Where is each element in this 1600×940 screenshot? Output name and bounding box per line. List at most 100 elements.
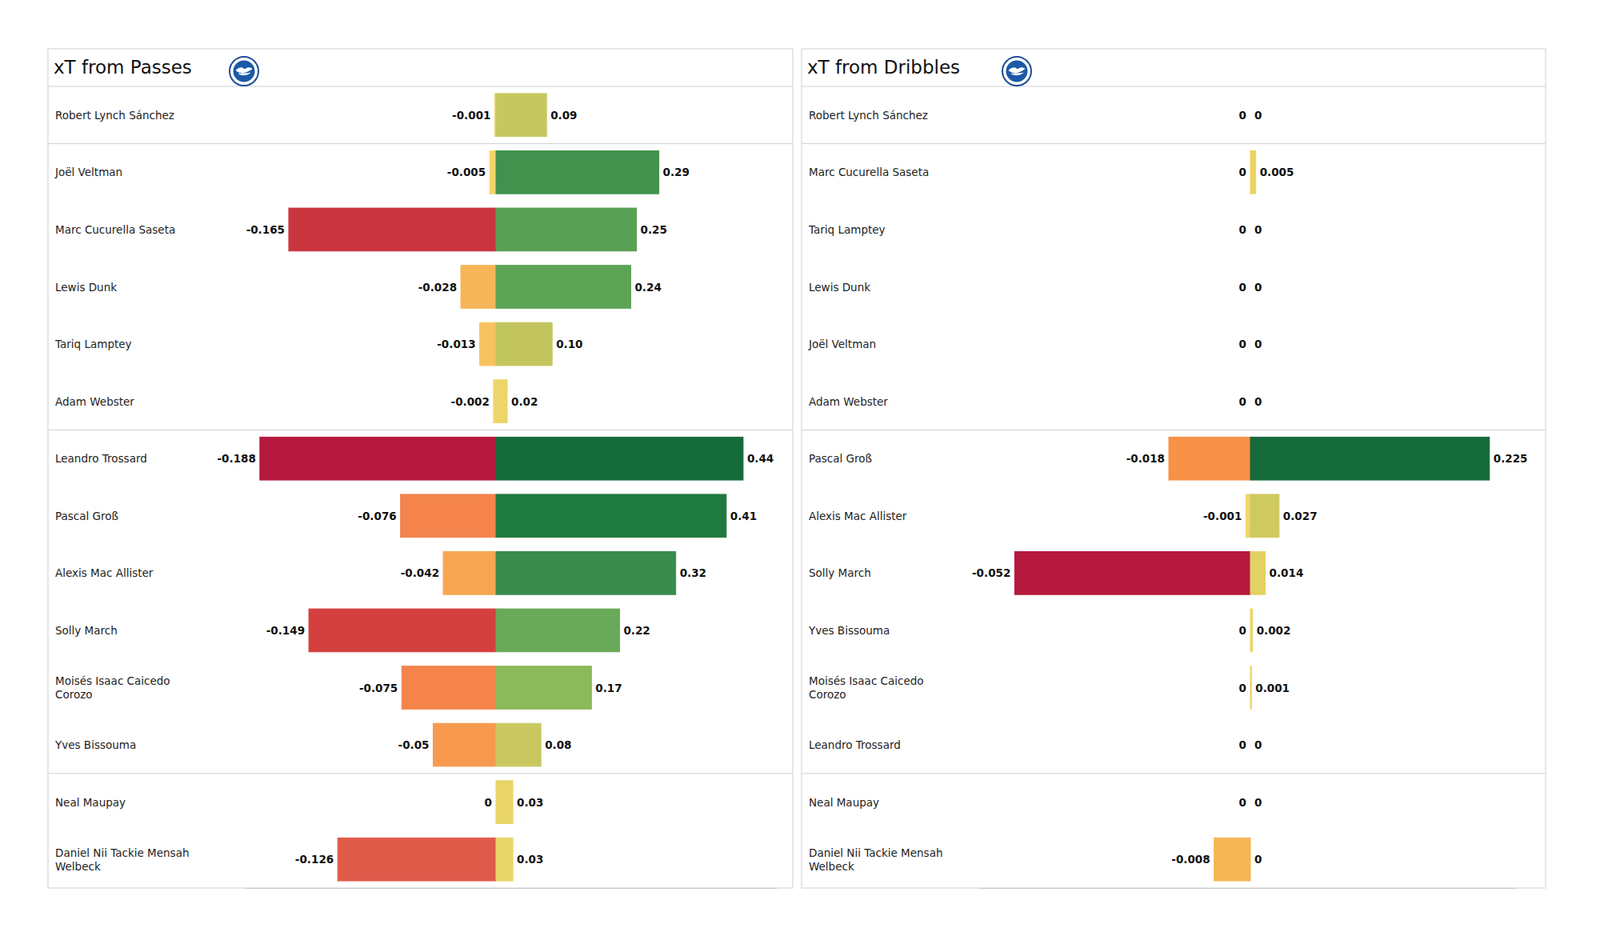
bar [1250, 436, 1490, 480]
category-label: Yves Bissouma [808, 624, 890, 637]
bar [496, 837, 513, 881]
labels: Robert Lynch Sánchez Marc Cucurella Saset… [808, 108, 1528, 873]
bar [460, 265, 496, 309]
category-label-line: Pascal Groß [808, 452, 872, 465]
bar [496, 780, 513, 824]
category-label: Alexis Mac Allister [808, 509, 908, 523]
data-label: -0.018 [1126, 452, 1165, 465]
bar [1250, 322, 1252, 366]
data-label: 0 [1254, 108, 1262, 122]
bar [1250, 608, 1253, 652]
data-label: 0.41 [730, 509, 757, 523]
data-label: 0 [1239, 738, 1247, 752]
category-label-line: Yves Bissouma [808, 624, 890, 637]
data-label: -0.149 [266, 624, 305, 637]
data-label: 0.09 [550, 108, 577, 122]
data-label: 0.001 [1255, 681, 1290, 695]
bar [1250, 494, 1280, 538]
bar [1168, 436, 1251, 480]
bar [1250, 380, 1252, 424]
data-label: 0 [1254, 738, 1262, 752]
category-label: Marc Cucurella Saseta [808, 165, 929, 179]
bar [496, 494, 727, 538]
data-label: 0.225 [1493, 452, 1528, 465]
category-label-line: Joël Veltman [54, 165, 123, 179]
data-label: 0.44 [747, 452, 774, 465]
panel: xT from DribblesRobert Lynch SánchezMarc… [801, 48, 1546, 889]
category-label-line: Marc Cucurella Saseta [55, 223, 176, 236]
category-label: Neal Maupay [55, 796, 126, 809]
category-label: Solly March [808, 566, 872, 580]
data-label: 0.29 [663, 165, 690, 179]
category-label-line: Alexis Mac Allister [55, 566, 154, 580]
group-separator [48, 429, 793, 431]
bar [1250, 151, 1256, 195]
category-label-line: Neal Maupay [808, 796, 880, 809]
data-label: 0.02 [511, 395, 538, 408]
category-label: Moisés Isaac CaicedoCorozo [808, 674, 924, 701]
bar [1250, 265, 1252, 309]
category-label: Robert Lynch Sánchez [808, 108, 928, 122]
bar [496, 723, 541, 767]
axis-y [496, 888, 778, 889]
data-label: 0 [1239, 223, 1247, 236]
data-label: 0 [1254, 395, 1262, 408]
bar [496, 322, 552, 366]
data-label: 0.17 [595, 681, 622, 695]
data-label: 0.027 [1283, 509, 1318, 523]
category-label: Tariq Lamptey [54, 337, 132, 351]
bar [489, 151, 496, 195]
category-label-line: Solly March [808, 566, 872, 580]
bar [1250, 666, 1252, 710]
panel-frame [801, 48, 1546, 888]
bars [1014, 151, 1489, 882]
data-label: 0.002 [1256, 624, 1292, 637]
bar [1250, 93, 1252, 137]
bar [1250, 780, 1252, 824]
data-label: 0 [1239, 395, 1247, 408]
category-label: Joël Veltman [808, 337, 876, 351]
data-label: -0.042 [400, 566, 440, 580]
category-label: Leandro Trossard [808, 738, 901, 752]
data-label: -0.013 [436, 337, 476, 351]
bar [1250, 666, 1252, 710]
data-label: 0 [1254, 280, 1262, 294]
data-label: -0.001 [1203, 509, 1242, 523]
category-label: Adam Webster [808, 395, 888, 408]
category-label-line: Daniel Nii Tackie Mensah [55, 846, 189, 860]
data-label: -0.165 [246, 223, 285, 236]
bar [1014, 552, 1251, 596]
bar [1250, 723, 1252, 767]
category-label-line: Lewis Dunk [55, 280, 117, 294]
bar [433, 723, 497, 767]
data-label: -0.075 [359, 681, 398, 695]
axis-line [1251, 888, 1517, 889]
category-label: Neal Maupay [808, 796, 880, 809]
bar [480, 322, 496, 366]
data-label: 0 [1254, 796, 1262, 809]
data-label: -0.008 [1171, 852, 1210, 866]
data-label: 0.10 [556, 337, 583, 351]
category-label-line: Tariq Lamptey [808, 223, 886, 236]
data-label: 0.08 [544, 738, 572, 752]
bar [1250, 780, 1252, 824]
axis-y2 [245, 888, 497, 889]
bars [260, 93, 744, 881]
logo-inner [1006, 60, 1028, 83]
category-label: Adam Webster [55, 395, 135, 408]
bar [308, 608, 496, 652]
data-label: -0.028 [418, 280, 457, 294]
bar [1250, 837, 1252, 881]
data-label: 0 [1239, 337, 1247, 351]
group-separator [801, 772, 1546, 774]
bar [496, 552, 676, 596]
bar [288, 208, 496, 252]
data-label: -0.076 [357, 509, 396, 523]
labels: Robert Lynch SánchezJoël VeltmanMarc Cuc… [54, 108, 774, 873]
data-label: -0.126 [295, 852, 334, 866]
data-label: 0.03 [516, 796, 544, 809]
group-separator [801, 429, 1546, 431]
category-label-line: Yves Bissouma [54, 738, 136, 752]
category-label-line: Moisés Isaac Caicedo [55, 674, 171, 688]
axis-y [1251, 888, 1517, 889]
